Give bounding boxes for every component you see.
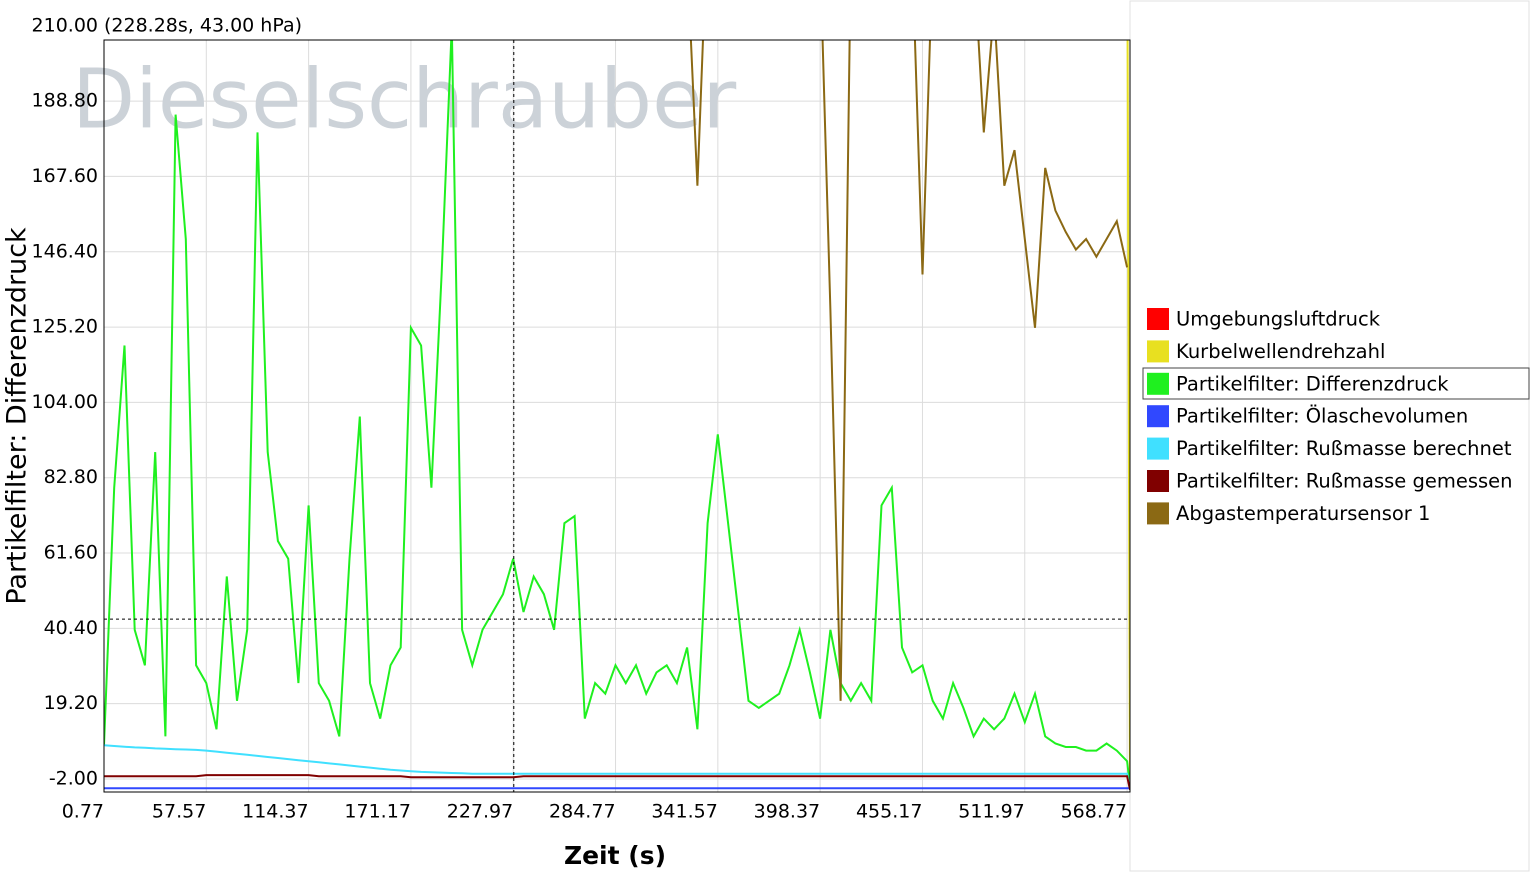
legend-swatch[interactable] — [1147, 502, 1169, 525]
watermark: Dieselschrauber — [72, 52, 737, 147]
legend-label[interactable]: Partikelfilter: Rußmasse gemessen — [1176, 470, 1513, 493]
y-tick-label: 167.60 — [32, 165, 98, 187]
plot-border — [103, 39, 1131, 793]
y-tick-label: 188.80 — [32, 90, 98, 112]
x-tick-label: 227.97 — [447, 801, 513, 823]
series-line — [104, 40, 1130, 787]
legend-swatch[interactable] — [1147, 437, 1169, 460]
x-tick-label: 57.57 — [152, 801, 206, 823]
legend-swatch[interactable] — [1147, 470, 1169, 492]
y-tick-label: -2.00 — [49, 767, 98, 789]
legend-panel — [1129, 0, 1530, 872]
legend-label[interactable]: Partikelfilter: Rußmasse berechnet — [1176, 437, 1512, 460]
y-tick-label: 210.00 — [32, 14, 98, 36]
series-line — [104, 744, 1130, 790]
legend-selection[interactable] — [1142, 367, 1530, 400]
legend-label[interactable]: Umgebungsluftdruck — [1176, 308, 1381, 331]
plot-area — [104, 40, 1130, 790]
x-tick-label: 511.97 — [958, 801, 1024, 823]
x-tick-label: 171.17 — [344, 801, 410, 823]
y-tick-label: 19.20 — [44, 692, 98, 714]
y-tick-label: 146.40 — [32, 240, 98, 262]
y-axis-title: Partikelfilter: Differenzdruck — [2, 227, 33, 605]
y-tick-label: 104.00 — [32, 391, 98, 413]
x-tick-label: 114.37 — [242, 801, 308, 823]
x-tick-label: 568.77 — [1061, 801, 1127, 823]
series-line — [104, 774, 1130, 790]
legend-swatch[interactable] — [1147, 372, 1169, 395]
y-tick-label: 40.40 — [44, 617, 98, 639]
legend-label[interactable]: Abgastemperatursensor 1 — [1176, 502, 1430, 525]
x-tick-label: 341.57 — [651, 801, 717, 823]
legend-swatch[interactable] — [1147, 405, 1169, 428]
y-tick-label: 125.20 — [32, 316, 98, 338]
legend-swatch[interactable] — [1147, 340, 1169, 363]
series-line — [689, 40, 1129, 701]
x-tick-label: 455.17 — [856, 801, 922, 823]
legend-label[interactable]: Kurbelwellendrehzahl — [1176, 340, 1385, 363]
y-tick-label: 61.60 — [44, 542, 98, 564]
x-tick-label: 0.77 — [62, 801, 104, 823]
y-tick-label: 82.80 — [44, 466, 98, 488]
cursor-readout: (228.28s, 43.00 hPa) — [104, 15, 302, 37]
legend-label[interactable]: Partikelfilter: Ölaschevolumen — [1176, 405, 1468, 428]
x-axis-title: Zeit (s) — [564, 841, 666, 870]
legend-label[interactable]: Partikelfilter: Differenzdruck — [1176, 372, 1449, 395]
x-tick-label: 398.37 — [754, 801, 820, 823]
x-tick-label: 284.77 — [549, 801, 615, 823]
legend-swatch[interactable] — [1147, 308, 1169, 330]
